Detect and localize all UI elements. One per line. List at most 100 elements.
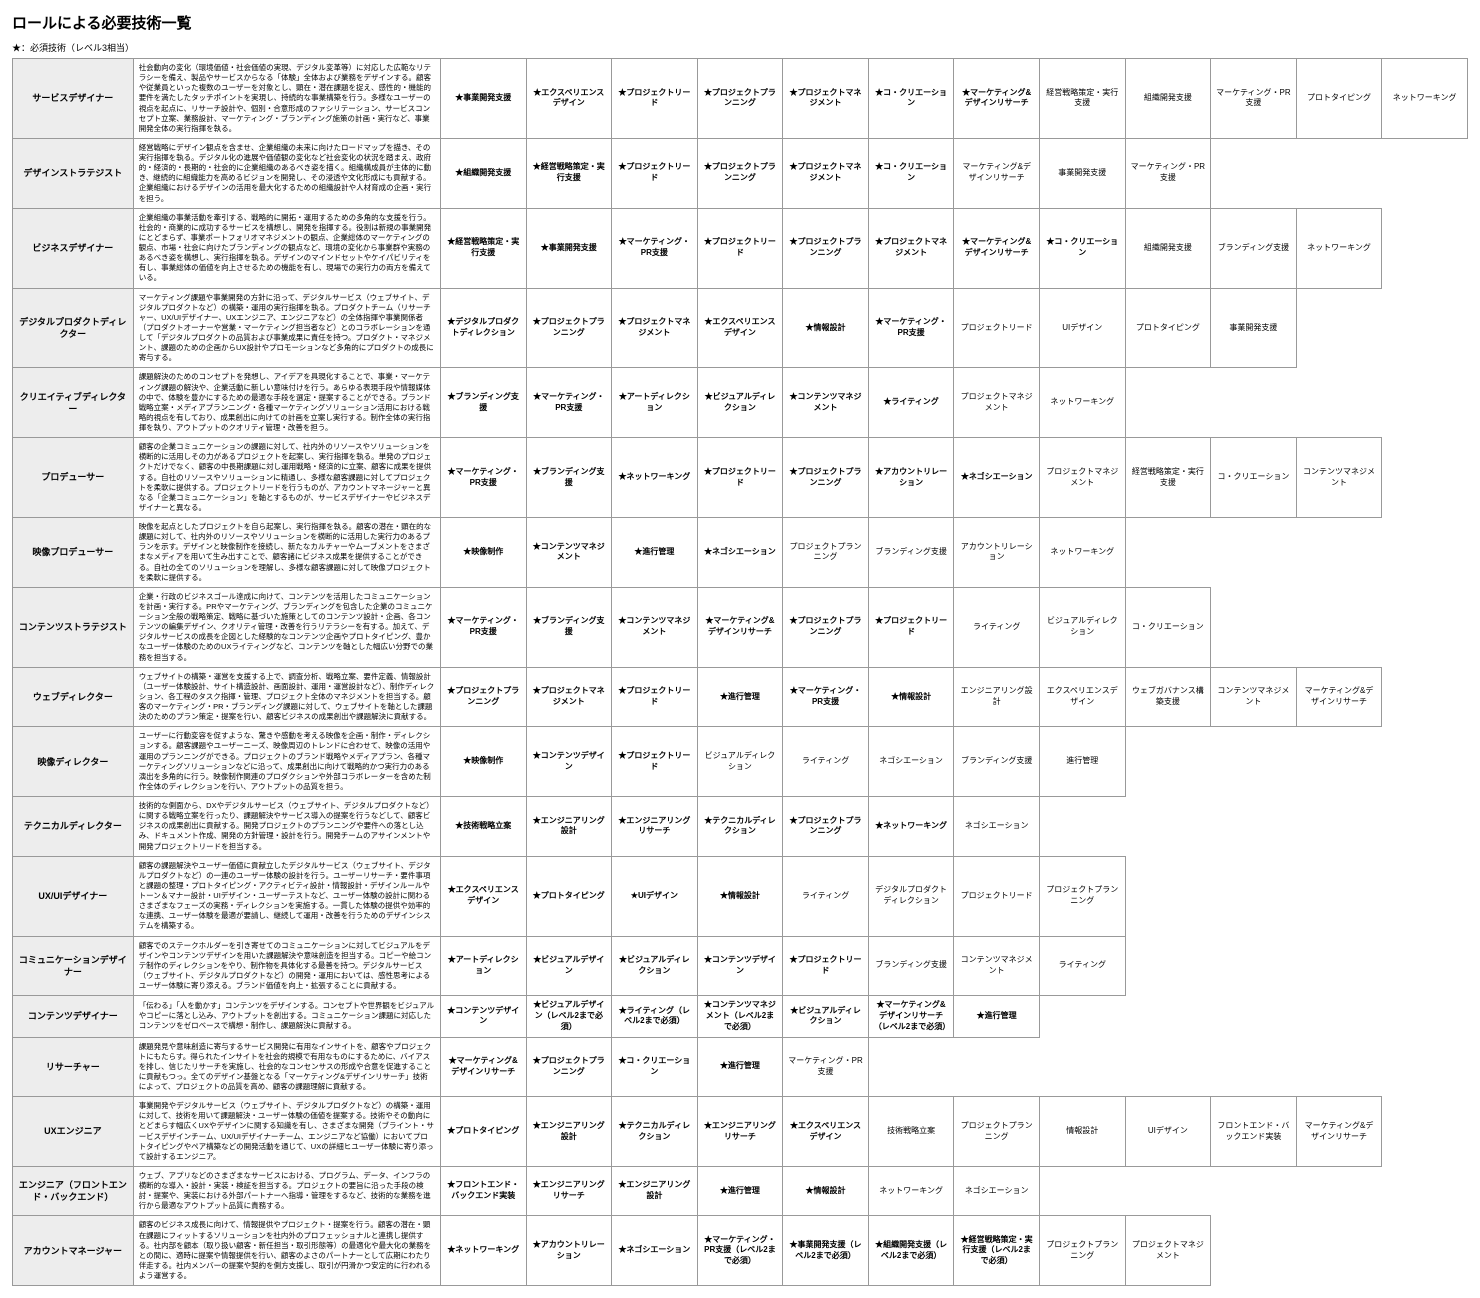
skill-cell: ★ブランディング支援 [526, 438, 612, 518]
role-cell: コンテンツストラテジスト [13, 587, 134, 667]
skill-cell: ★プロジェクトプランニング [526, 288, 612, 368]
skill-cell: ★エンジニアリング設計 [526, 797, 612, 857]
empty-cell [1296, 1216, 1382, 1286]
skill-cell: ネットワーキング [1382, 59, 1468, 139]
empty-cell [1296, 797, 1382, 857]
skill-cell: ★プロジェクトリード [783, 936, 869, 996]
table-row: ビジネスデザイナー企業組織の事業活動を牽引する、戦略的に開拓・運用するための多角… [13, 208, 1468, 288]
role-cell: 映像プロデューサー [13, 518, 134, 588]
skill-cell: 進行管理 [1039, 727, 1125, 797]
empty-cell [1125, 1037, 1211, 1097]
skill-cell: プロジェクトマネジメント [1125, 1216, 1211, 1286]
empty-cell [1125, 797, 1211, 857]
empty-cell [1211, 727, 1297, 797]
skill-cell: フロントエンド・バックエンド実装 [1211, 1097, 1297, 1167]
table-row: 映像ディレクターユーザーに行動変容を促すような、驚きや感動を考える映像を企画・制… [13, 727, 1468, 797]
skill-cell: ★エクスペリエンスデザイン [440, 856, 526, 936]
table-row: デジタルプロダクトディレクターマーケティング課題や事業開発の方針に沿って、デジタ… [13, 288, 1468, 368]
skill-cell: ★テクニカルディレクション [612, 1097, 698, 1167]
role-cell: サービスデザイナー [13, 59, 134, 139]
role-cell: プロデューサー [13, 438, 134, 518]
desc-cell: 経営戦略にデザイン観点を含ませ、企業組織の未来に向けたロードマップを描き、その実… [133, 138, 440, 208]
skill-cell: ★情報設計 [868, 667, 954, 727]
skill-cell: ★進行管理 [612, 518, 698, 588]
table-row: クリエイティブディレクター課題解決のためのコンセプトを発想し、アイデアを具現化す… [13, 368, 1468, 438]
empty-cell [1382, 438, 1468, 518]
skill-cell: ★マーケティング&デザインリサーチ [697, 587, 783, 667]
empty-cell [1125, 518, 1211, 588]
table-row: プロデューサー顧客の企業コミュニケーションの課題に対して、社内外のリソースやソリ… [13, 438, 1468, 518]
skill-cell: プロジェクトマネジメント [1039, 438, 1125, 518]
skill-cell: ★映像制作 [440, 727, 526, 797]
empty-cell [1211, 1166, 1297, 1216]
table-row: デザインストラテジスト経営戦略にデザイン観点を含ませ、企業組織の未来に向けたロー… [13, 138, 1468, 208]
skill-cell: ★テクニカルディレクション [697, 797, 783, 857]
desc-cell: 「伝わる」「人を動かす」コンテンツをデザインする。コンセプトや世界観をビジュアル… [133, 996, 440, 1037]
legend-note: ★：必須技術（レベル3相当） [12, 41, 1468, 54]
skill-cell: ★プロジェクトプランニング [440, 667, 526, 727]
skill-cell: 情報設計 [1039, 1097, 1125, 1167]
skill-cell: ★エクスペリエンスデザイン [783, 1097, 869, 1167]
skill-cell: 技術戦略立案 [868, 1097, 954, 1167]
skill-cell: UIデザイン [1125, 1097, 1211, 1167]
skill-cell: マーケティング&デザインリサーチ [1296, 667, 1382, 727]
skill-cell: ★マーケティング・PR支援 [783, 667, 869, 727]
table-row: コンテンツストラテジスト企業・行政のビジネスゴール達成に向けて、コンテンツを活用… [13, 587, 1468, 667]
role-cell: アカウントマネージャー [13, 1216, 134, 1286]
desc-cell: 課題発見や意味創造に寄与するサービス開発に有用なインサイトを、顧客やプロジェクト… [133, 1037, 440, 1097]
skill-cell: ★事業開発支援 [440, 59, 526, 139]
desc-cell: 事業開発やデジタルサービス（ウェブサイト、デジタルプロダクトなど）の構築・運用に… [133, 1097, 440, 1167]
role-cell: コンテンツデザイナー [13, 996, 134, 1037]
desc-cell: 社会動向の変化（環境価値・社会価値の実現、デジタル変革等）に対応した広範なリテラ… [133, 59, 440, 139]
table-row: 映像プロデューサー映像を起点としたプロジェクトを自ら起案し、実行指揮を執る。顧客… [13, 518, 1468, 588]
desc-cell: 企業・行政のビジネスゴール達成に向けて、コンテンツを活用したコミュニケーションを… [133, 587, 440, 667]
empty-cell [1125, 727, 1211, 797]
skill-cell: ★ビジュアルディレクション [783, 996, 869, 1037]
skill-cell: ★プロジェクトマネジメント [612, 288, 698, 368]
empty-cell [1296, 936, 1382, 996]
skill-cell: ★エンジニアリング設計 [526, 1097, 612, 1167]
skill-cell: ★コンテンツマネジメント [526, 518, 612, 588]
skill-cell: ★マーケティング・PR支援 [612, 208, 698, 288]
skill-cell: ★進行管理 [697, 1037, 783, 1097]
skill-cell: ★コンテンツデザイン [697, 936, 783, 996]
desc-cell: マーケティング課題や事業開発の方針に沿って、デジタルサービス（ウェブサイト、デジ… [133, 288, 440, 368]
skill-cell: ★ビジュアルディレクション [612, 936, 698, 996]
skill-cell: ★映像制作 [440, 518, 526, 588]
skill-cell: プロトタイピング [1125, 288, 1211, 368]
skill-cell: ★マーケティング・PR支援 [526, 368, 612, 438]
skill-cell: ★プロジェクトプランニング [526, 1037, 612, 1097]
role-cell: エンジニア（フロントエンド・バックエンド） [13, 1166, 134, 1216]
skill-cell: ネゴシエーション [868, 727, 954, 797]
skill-cell: ★エンジニアリングリサーチ [612, 797, 698, 857]
empty-cell [1382, 368, 1468, 438]
empty-cell [1382, 1037, 1468, 1097]
skill-cell: ★コ・クリエーション [868, 138, 954, 208]
skill-cell: ネットワーキング [1039, 368, 1125, 438]
skill-cell: ネゴシエーション [954, 797, 1040, 857]
skill-cell: ★プロジェクトプランニング [783, 438, 869, 518]
role-cell: UXエンジニア [13, 1097, 134, 1167]
skill-cell: ネゴシエーション [954, 1166, 1040, 1216]
desc-cell: 映像を起点としたプロジェクトを自ら起案し、実行指揮を執る。顧客の潜在・顕在的な課… [133, 518, 440, 588]
empty-cell [1296, 1166, 1382, 1216]
desc-cell: 顧客のビジネス成長に向けて、情報提供やプロジェクト・提案を行う。顧客の潜在・顕在… [133, 1216, 440, 1286]
skill-cell: ネットワーキング [868, 1166, 954, 1216]
empty-cell [1211, 138, 1297, 208]
skill-cell: ★プロジェクトプランニング [783, 587, 869, 667]
empty-cell [1382, 288, 1468, 368]
skill-cell: ★プロジェクトリード [612, 727, 698, 797]
skill-cell: ★ライティング（レベル2まで必須） [612, 996, 698, 1037]
skill-cell: ★UIデザイン [612, 856, 698, 936]
desc-cell: ウェブサイトの構築・運営を支援する上で、調査分析、戦略立案、要件定義、情報設計（… [133, 667, 440, 727]
skill-cell: コンテンツマネジメント [1211, 667, 1297, 727]
skill-cell: プロジェクトリード [954, 288, 1040, 368]
skill-cell: コ・クリエーション [1211, 438, 1297, 518]
empty-cell [1211, 518, 1297, 588]
skill-cell: ライティング [954, 587, 1040, 667]
empty-cell [1296, 138, 1382, 208]
empty-cell [1039, 996, 1125, 1037]
skill-cell: ★情報設計 [783, 1166, 869, 1216]
table-row: UX/UIデザイナー顧客の課題解決やユーザー価値に貢献立したデジタルサービス（ウ… [13, 856, 1468, 936]
role-cell: クリエイティブディレクター [13, 368, 134, 438]
